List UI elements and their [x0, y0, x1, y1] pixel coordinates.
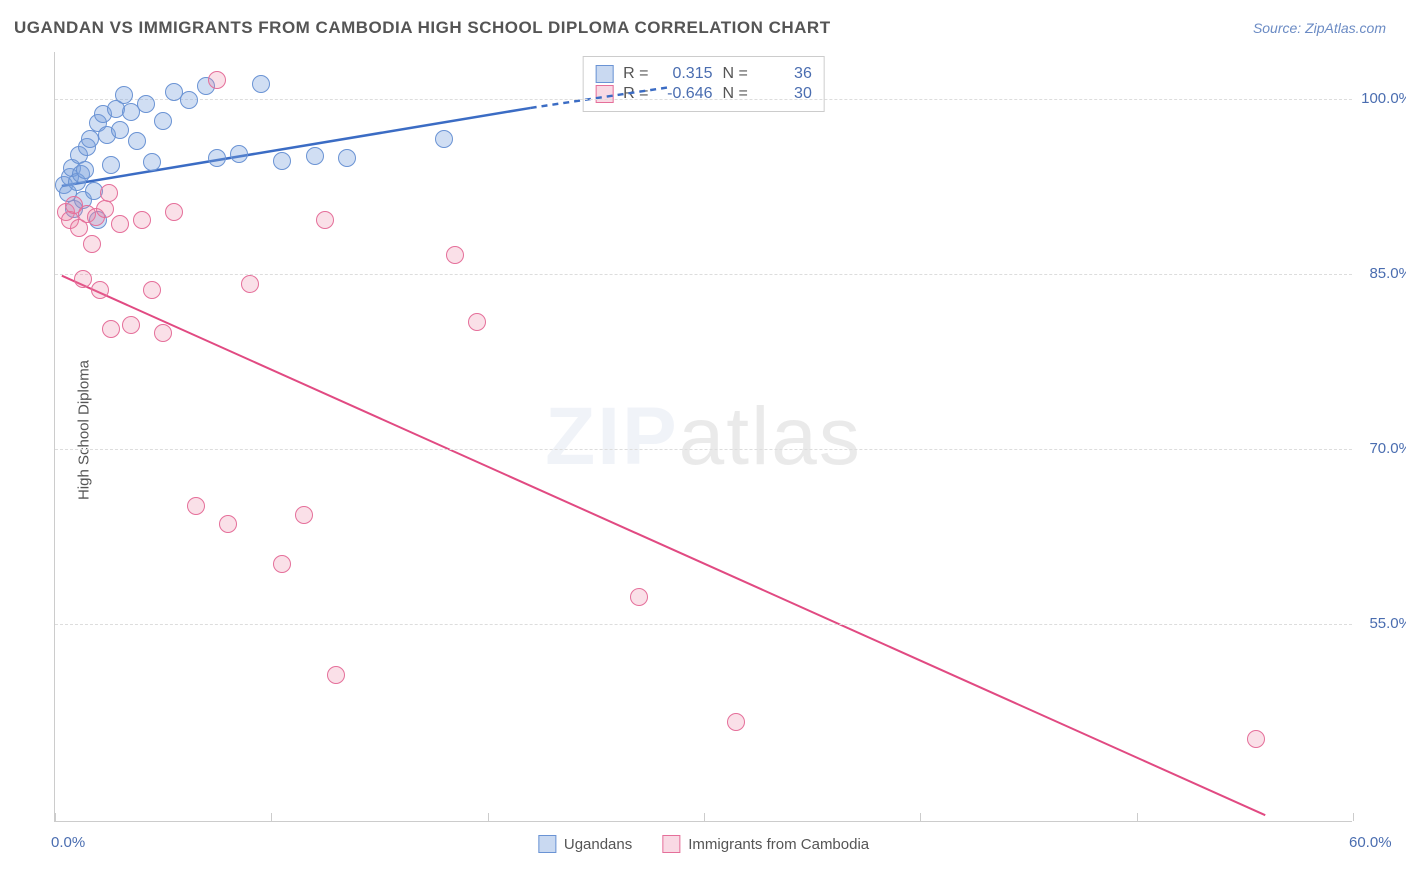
xtick	[1353, 813, 1354, 821]
data-point	[727, 713, 745, 731]
data-point	[273, 152, 291, 170]
data-point	[91, 281, 109, 299]
data-point	[133, 211, 151, 229]
xtick	[1137, 813, 1138, 821]
data-point	[273, 555, 291, 573]
data-point	[74, 270, 92, 288]
data-point	[143, 281, 161, 299]
gridline	[55, 624, 1352, 625]
xtick-label: 0.0%	[51, 834, 85, 851]
chart-plot-area: ZIPatlas R = 0.315 N = 36 R = -0.646 N =…	[54, 52, 1352, 822]
ytick-label: 70.0%	[1356, 440, 1406, 457]
ytick-label: 55.0%	[1356, 615, 1406, 632]
xtick	[920, 813, 921, 821]
data-point	[165, 203, 183, 221]
data-point	[100, 184, 118, 202]
data-point	[208, 149, 226, 167]
xtick	[271, 813, 272, 821]
data-point	[96, 200, 114, 218]
gridline	[55, 99, 1352, 100]
data-point	[154, 324, 172, 342]
data-point	[468, 313, 486, 331]
watermark: ZIPatlas	[545, 390, 862, 484]
data-point	[137, 95, 155, 113]
data-point	[154, 112, 172, 130]
legend-swatch-cambodia	[662, 835, 680, 853]
data-point	[316, 211, 334, 229]
legend: Ugandans Immigrants from Cambodia	[538, 835, 869, 853]
swatch-ugandans	[595, 65, 613, 83]
swatch-cambodia	[595, 85, 613, 103]
data-point	[102, 156, 120, 174]
correlation-stats-box: R = 0.315 N = 36 R = -0.646 N = 30	[582, 56, 825, 112]
legend-swatch-ugandans	[538, 835, 556, 853]
data-point	[122, 316, 140, 334]
source-attribution: Source: ZipAtlas.com	[1253, 20, 1386, 36]
data-point	[111, 121, 129, 139]
data-point	[230, 145, 248, 163]
data-point	[102, 320, 120, 338]
data-point	[128, 132, 146, 150]
data-point	[111, 215, 129, 233]
data-point	[219, 515, 237, 533]
chart-title: UGANDAN VS IMMIGRANTS FROM CAMBODIA HIGH…	[14, 18, 831, 38]
data-point	[241, 275, 259, 293]
gridline	[55, 449, 1352, 450]
data-point	[187, 497, 205, 515]
data-point	[208, 71, 226, 89]
trend-lines	[55, 52, 1352, 821]
data-point	[295, 506, 313, 524]
data-point	[76, 161, 94, 179]
legend-item-cambodia: Immigrants from Cambodia	[662, 835, 869, 853]
xtick	[55, 813, 56, 821]
data-point	[446, 246, 464, 264]
data-point	[83, 235, 101, 253]
data-point	[252, 75, 270, 93]
stats-row-cambodia: R = -0.646 N = 30	[595, 85, 812, 103]
ytick-label: 100.0%	[1356, 90, 1406, 107]
data-point	[630, 588, 648, 606]
xtick	[704, 813, 705, 821]
xtick-label: 60.0%	[1349, 834, 1392, 851]
stats-row-ugandans: R = 0.315 N = 36	[595, 65, 812, 83]
data-point	[115, 86, 133, 104]
legend-item-ugandans: Ugandans	[538, 835, 632, 853]
data-point	[180, 91, 198, 109]
data-point	[143, 153, 161, 171]
data-point	[306, 147, 324, 165]
xtick	[488, 813, 489, 821]
ytick-label: 85.0%	[1356, 265, 1406, 282]
data-point	[435, 130, 453, 148]
data-point	[327, 666, 345, 684]
data-point	[1247, 730, 1265, 748]
data-point	[338, 149, 356, 167]
